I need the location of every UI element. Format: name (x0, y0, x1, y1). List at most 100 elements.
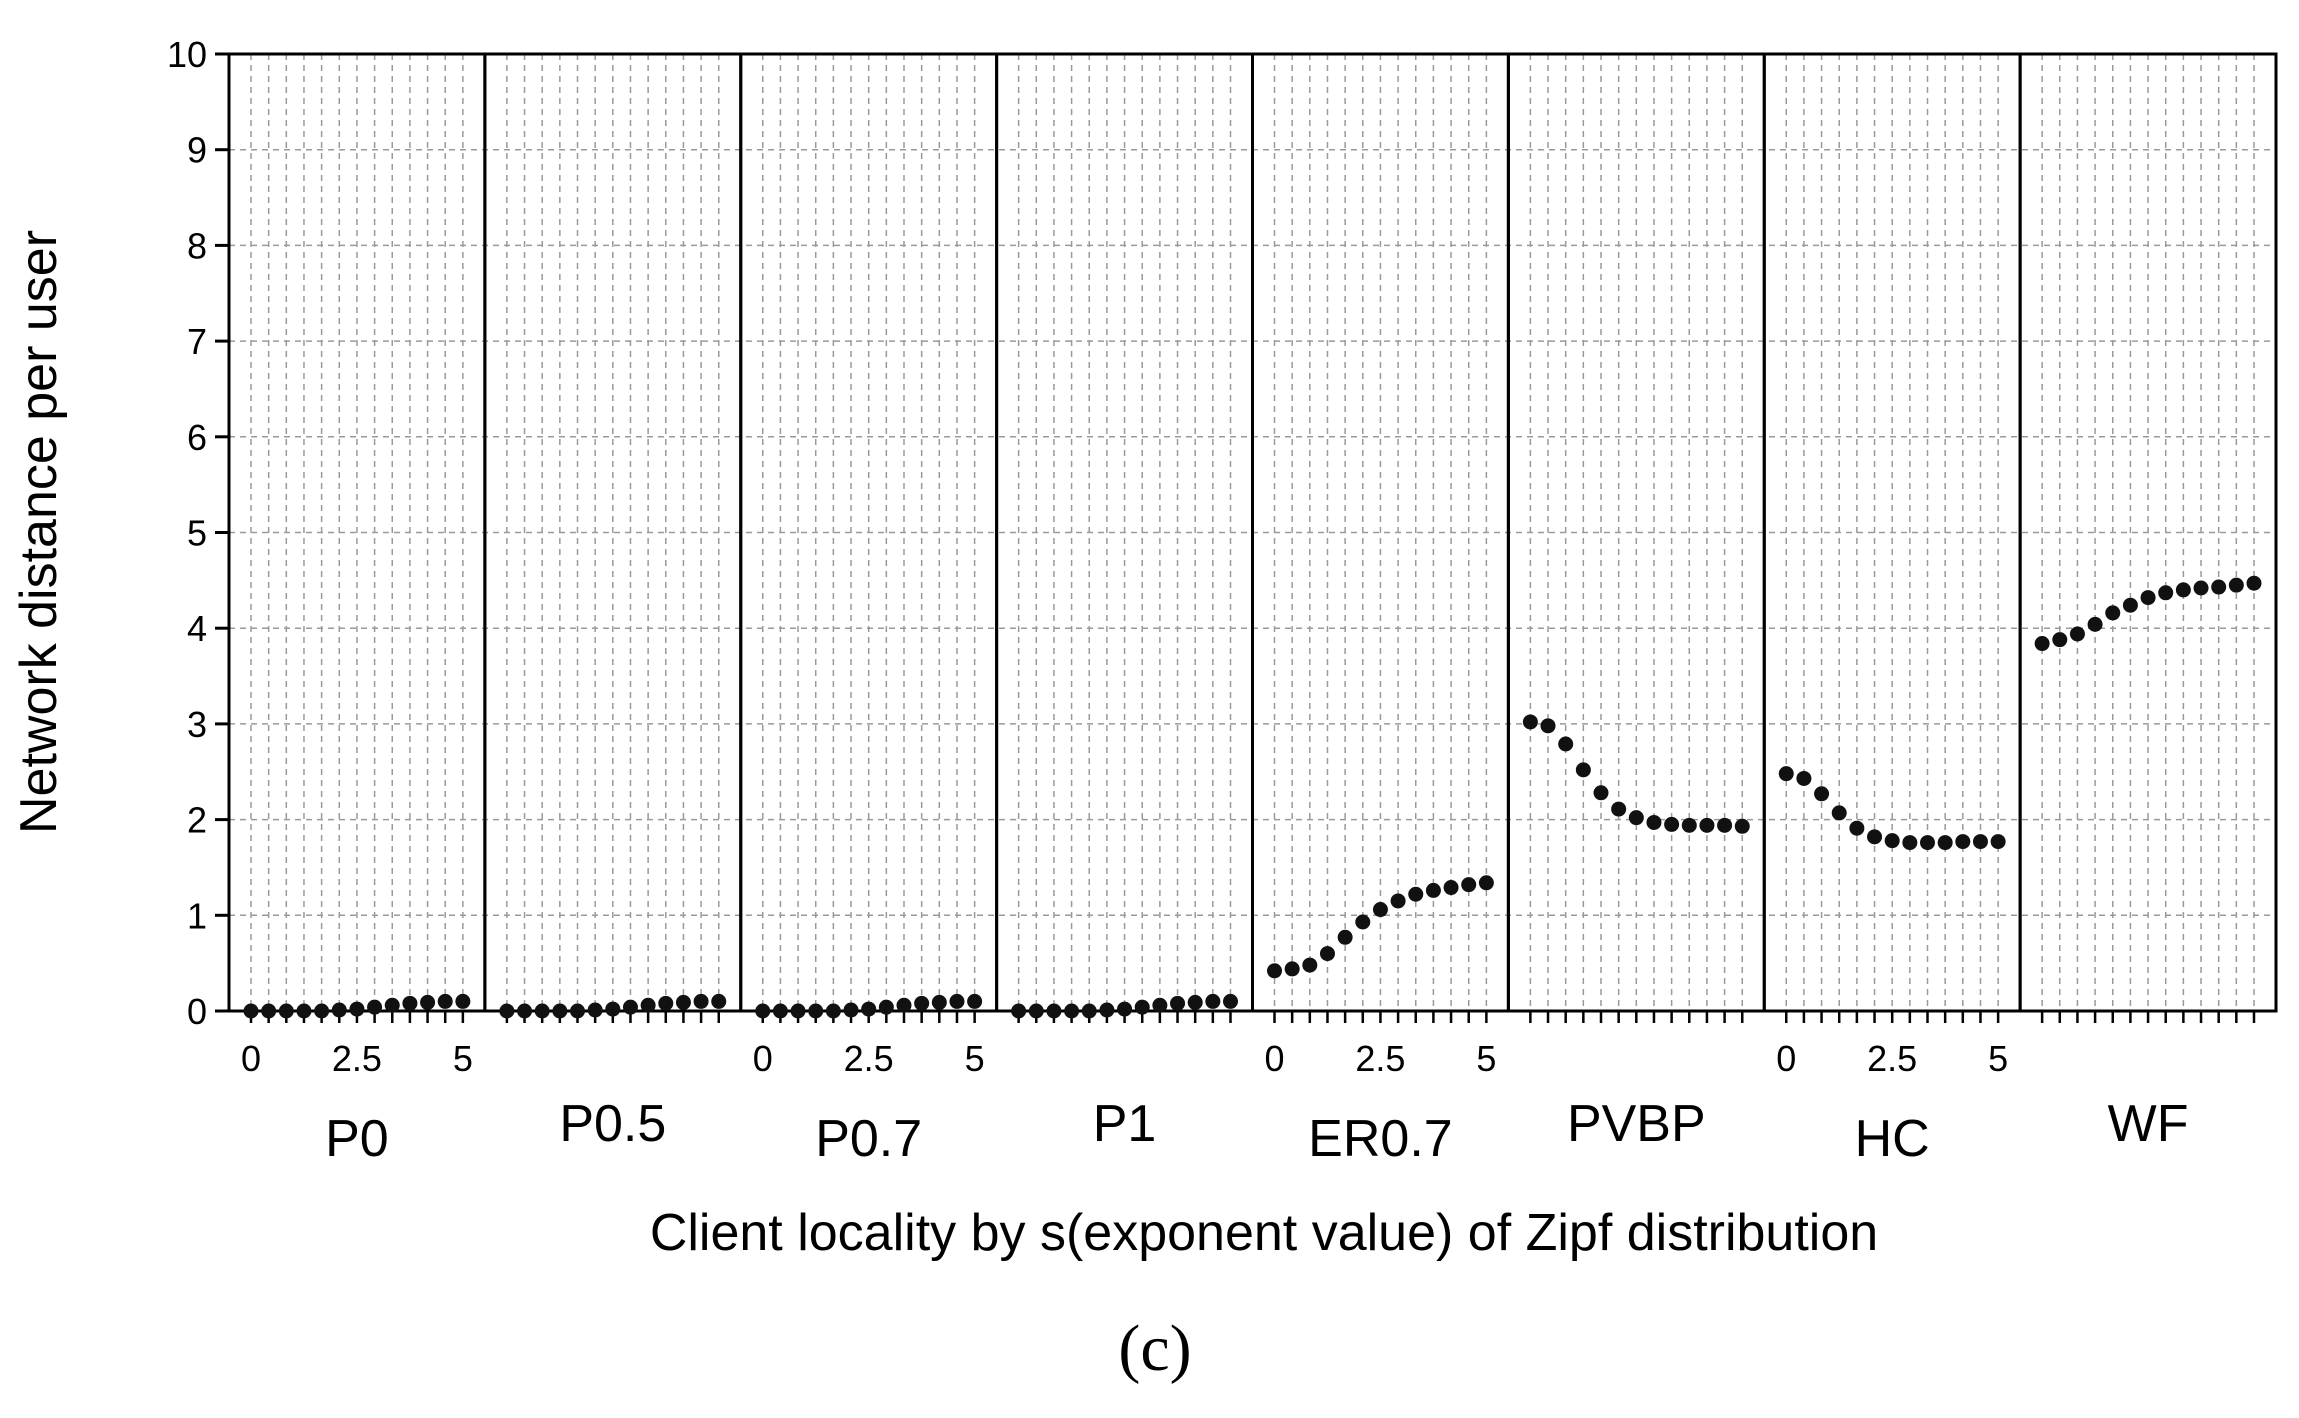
data-point (314, 1003, 330, 1019)
data-point (1593, 785, 1609, 801)
data-point (1099, 1002, 1115, 1018)
data-point (949, 993, 965, 1009)
data-point (2228, 577, 2244, 593)
y-tick-label: 9 (187, 130, 207, 171)
y-tick-label: 4 (187, 608, 207, 649)
x-tick-label: 0 (1264, 1038, 1284, 1079)
data-point (499, 1003, 515, 1019)
data-point (587, 1002, 603, 1018)
data-point (1884, 833, 1900, 849)
data-point (1990, 834, 2006, 850)
panel-label-p1: P1 (1093, 1095, 1157, 1153)
data-point (2140, 590, 2156, 606)
data-point (1867, 829, 1883, 845)
data-point (1028, 1003, 1044, 1019)
data-point (349, 1001, 365, 1017)
data-point (367, 999, 383, 1015)
data-point (2193, 580, 2209, 596)
data-point (1540, 718, 1556, 734)
data-point (914, 995, 930, 1011)
data-point (1919, 835, 1935, 851)
data-point (1522, 714, 1538, 730)
data-point (1558, 736, 1574, 752)
data-point (2069, 626, 2085, 642)
grid-layer (229, 54, 2276, 1011)
data-point (693, 993, 709, 1009)
data-point (420, 994, 436, 1010)
data-point (1831, 805, 1847, 821)
data-point (878, 999, 894, 1015)
data-point (402, 995, 418, 1011)
data-point (1223, 993, 1238, 1009)
y-tick-label: 10 (167, 34, 207, 75)
x-tick-label: 0 (753, 1038, 773, 1079)
data-point (1478, 875, 1494, 891)
data-point (570, 1003, 586, 1019)
data-point (755, 1003, 771, 1019)
data-point (1337, 929, 1353, 945)
data-point (931, 994, 947, 1010)
x-tick-label: 2.5 (1355, 1038, 1405, 1079)
data-point (1575, 762, 1591, 778)
panel-label-hc: HC (1855, 1110, 1930, 1168)
data-point (1267, 963, 1282, 979)
data-point (534, 1003, 550, 1019)
data-point (675, 994, 691, 1010)
data-point (2122, 597, 2138, 613)
data-point (1046, 1003, 1062, 1019)
data-point (967, 993, 983, 1009)
data-point (243, 1003, 259, 1019)
x-tick-label: 5 (453, 1038, 473, 1079)
data-point (605, 1001, 621, 1017)
panel-label-p0-7: P0.7 (815, 1110, 922, 1168)
panel-label-p0: P0 (325, 1110, 389, 1168)
y-tick-label: 8 (187, 225, 207, 266)
x-axis-title: Client locality by s(exponent value) of … (650, 1204, 1878, 1262)
panel-frame (2018, 52, 2278, 1013)
data-point (1796, 770, 1812, 786)
data-point (1849, 820, 1865, 836)
data-point (1284, 961, 1300, 977)
data-point (1611, 801, 1627, 817)
y-tick-label: 3 (187, 704, 207, 745)
data-point (437, 993, 453, 1009)
data-point (658, 995, 674, 1011)
data-point (808, 1003, 824, 1019)
y-axis-title: Network distance per user (10, 230, 68, 834)
y-tick-label: 6 (187, 417, 207, 458)
data-point (552, 1003, 568, 1019)
data-point (1664, 816, 1680, 832)
y-tick-label: 5 (187, 513, 207, 554)
data-point (278, 1003, 294, 1019)
panel-label-wf: WF (2108, 1095, 2189, 1153)
data-point (517, 1003, 533, 1019)
data-point (1011, 1003, 1027, 1019)
data-points (243, 575, 2262, 1019)
data-point (1681, 817, 1697, 833)
data-point (455, 993, 471, 1009)
data-point (2087, 616, 2103, 632)
x-tick-label: 2.5 (332, 1038, 382, 1079)
panel-label-p0-5: P0.5 (559, 1095, 666, 1153)
panel-label-pvbp: PVBP (1567, 1095, 1706, 1153)
data-point (1937, 835, 1953, 851)
y-tick-label: 1 (187, 895, 207, 936)
data-point (1461, 877, 1477, 893)
data-point (640, 997, 656, 1013)
data-point (711, 993, 727, 1009)
data-point (1081, 1003, 1097, 1019)
x-tick-label: 0 (241, 1038, 261, 1079)
data-point (2052, 632, 2068, 648)
x-tick-label: 5 (965, 1038, 985, 1079)
data-point (1778, 766, 1794, 782)
data-point (1972, 834, 1988, 850)
data-point (2175, 582, 2191, 598)
data-point (1814, 786, 1830, 802)
data-point (1152, 997, 1168, 1013)
y-tick-label: 2 (187, 800, 207, 841)
data-point (2105, 605, 2121, 621)
data-point (825, 1003, 841, 1019)
data-point (622, 999, 638, 1015)
